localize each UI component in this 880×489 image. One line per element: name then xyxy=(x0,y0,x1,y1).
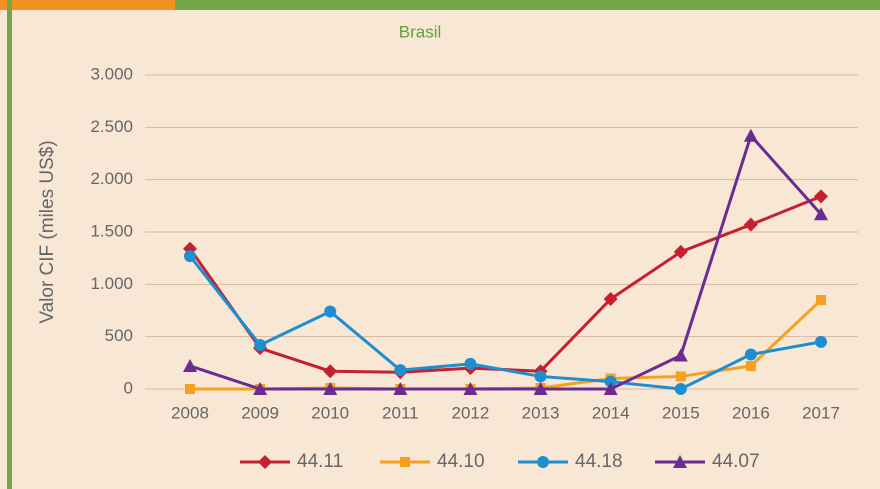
y-tick-label: 3.000 xyxy=(90,64,133,83)
marker xyxy=(743,217,758,232)
x-tick-label: 2013 xyxy=(522,403,560,422)
marker xyxy=(393,382,408,395)
marker xyxy=(745,360,756,371)
marker xyxy=(185,384,195,394)
top-bar-green xyxy=(175,0,880,10)
marker xyxy=(675,371,686,382)
y-tick-label: 2.000 xyxy=(90,169,133,188)
marker xyxy=(604,375,617,388)
y-tick-label: 1.000 xyxy=(90,274,133,293)
x-tick-label: 2011 xyxy=(382,403,419,422)
marker xyxy=(533,382,548,395)
y-tick-label: 500 xyxy=(105,326,133,345)
marker xyxy=(323,364,338,379)
x-tick-label: 2010 xyxy=(311,403,349,422)
x-tick-label: 2008 xyxy=(171,403,209,422)
legend-label: 44.18 xyxy=(575,451,623,472)
marker xyxy=(603,382,618,395)
x-tick-label: 2012 xyxy=(452,403,490,422)
left-border xyxy=(7,0,12,489)
marker xyxy=(253,382,268,395)
marker xyxy=(258,455,272,469)
marker xyxy=(673,455,687,468)
y-tick-label: 0 xyxy=(124,378,133,397)
y-tick-label: 1.500 xyxy=(90,221,133,240)
marker xyxy=(743,128,758,142)
legend-label: 44.07 xyxy=(712,451,760,472)
marker xyxy=(537,456,549,468)
x-tick-label: 2009 xyxy=(241,403,279,422)
marker xyxy=(184,250,196,263)
marker xyxy=(394,364,407,377)
y-tick-label: 2.500 xyxy=(90,117,133,136)
x-tick-label: 2017 xyxy=(802,403,840,422)
marker xyxy=(464,357,477,370)
marker xyxy=(674,383,687,395)
marker xyxy=(463,382,478,395)
marker xyxy=(814,207,828,221)
marker xyxy=(323,382,338,395)
marker xyxy=(324,305,337,318)
y-axis-label: Valor CIF (miles US$) xyxy=(37,140,58,323)
marker xyxy=(816,295,826,306)
legend-label: 44.11 xyxy=(297,451,343,472)
top-bar-orange xyxy=(0,0,175,10)
chart-title: Brasil xyxy=(399,22,442,41)
series-line xyxy=(189,132,823,391)
series-line xyxy=(190,298,823,391)
marker xyxy=(814,189,828,204)
series-line xyxy=(188,255,822,391)
legend-label: 44.10 xyxy=(437,451,485,472)
marker xyxy=(673,244,688,259)
x-tick-label: 2015 xyxy=(662,403,700,422)
marker xyxy=(183,358,197,372)
marker xyxy=(815,335,827,348)
marker xyxy=(603,291,618,306)
marker xyxy=(400,457,410,467)
x-tick-label: 2016 xyxy=(732,403,770,422)
marker xyxy=(744,348,757,361)
marker xyxy=(673,348,688,362)
marker xyxy=(254,339,267,352)
x-tick-label: 2014 xyxy=(592,403,630,422)
marker xyxy=(534,370,547,383)
